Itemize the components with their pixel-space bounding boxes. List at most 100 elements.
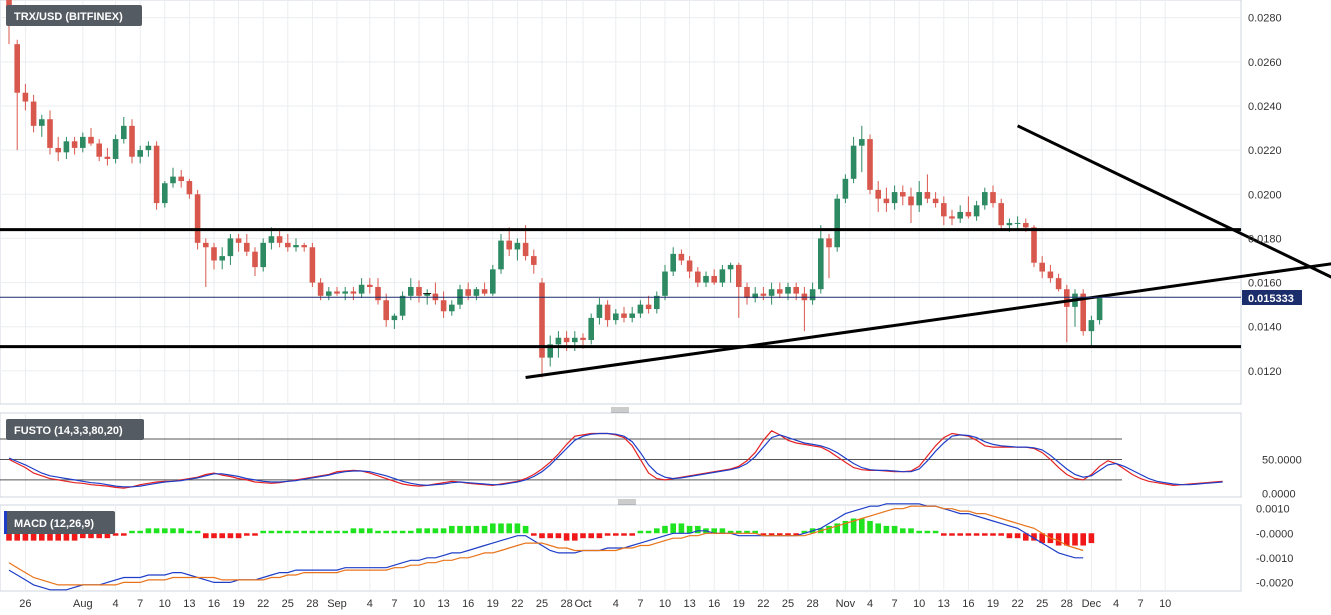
x-tick-label: 7 [391,598,397,610]
candle-body [227,238,234,257]
macd-histogram-bar [891,525,898,534]
candle-body [883,198,890,204]
candle-body [818,238,824,290]
macd-histogram-bar [121,533,127,536]
candle-body [727,264,734,270]
candle-body [949,216,955,219]
candle-body [367,284,373,287]
candle-body [834,198,840,248]
macd-histogram-bar [481,525,488,534]
macd-histogram-bar [629,533,635,536]
macd-histogram-bar [276,530,283,534]
macd-histogram-bar [563,533,570,541]
price-pane-resize-handle[interactable] [611,407,629,413]
candle-body [768,289,775,296]
macd-histogram-bar [621,533,627,536]
macd-histogram-bar [252,533,258,536]
x-tick-label: 10 [1159,598,1171,610]
candle-body [309,247,316,283]
macd-histogram-bar [768,533,775,536]
x-tick-label: 4 [1113,598,1119,610]
x-tick-label: 19 [987,598,999,610]
candle-body [39,119,45,126]
candle-body [1031,227,1037,263]
candle-body [47,119,53,148]
candle-body [711,275,717,283]
macd-histogram-bar [268,530,275,534]
macd-histogram-bar [440,528,447,534]
macd-histogram-bar [342,530,348,534]
candle-body [153,145,160,204]
candle-body [604,304,611,321]
macd-histogram-bar [916,530,922,534]
macd-signal-line [8,505,1084,586]
y-tick-label: 0.0260 [1248,57,1282,69]
macd-histogram-bar [71,533,78,541]
candle-body [268,236,275,243]
candle-body [162,183,168,204]
candle-body [686,260,693,272]
x-tick-label: 28 [806,598,818,610]
candle-body [522,242,529,257]
x-tick-label: 10 [413,598,425,610]
macd-histogram-bar [96,533,102,539]
macd-histogram-bar [6,533,12,541]
macd-histogram-bar [662,525,668,534]
macd-histogram-bar [145,528,152,534]
candle-body [916,192,922,206]
candle-body [252,251,258,268]
macd-macd-line [8,503,1084,591]
macd-histogram-bar [580,533,586,539]
candle-body [973,205,980,217]
macd-histogram-bar [941,533,947,536]
macd-histogram-bar [162,528,168,534]
candle-body [596,304,603,318]
fusto-panel-frame[interactable] [0,412,1242,498]
macd-histogram-bar [39,533,45,541]
candle-body [358,284,365,294]
candle-body [621,313,627,318]
macd-histogram-bar [613,533,619,536]
candle-body [137,150,143,157]
candle-body [908,196,914,206]
candle-body [301,245,307,248]
candle-body [842,178,849,199]
macd-histogram-bar [211,533,217,539]
candle-body [334,291,340,294]
macd-histogram-bar [654,528,660,534]
macd-histogram-bar [1064,533,1070,546]
macd-histogram-bar [30,533,37,541]
candle-body [670,253,676,272]
macd-histogram-bar [875,523,881,534]
candle-body [465,289,471,296]
price-panel-frame[interactable] [0,0,1242,405]
candle-body [30,101,37,126]
macd-histogram-bar [424,528,430,534]
candle-body [63,141,70,153]
macd-histogram-bar [900,528,906,534]
macd-histogram-bar [686,525,693,534]
candle-body [900,192,906,197]
candle-body [1047,271,1054,279]
macd-histogram-bar [695,525,701,534]
current-price-text: 0.015333 [1248,293,1294,305]
macd-histogram-bar [965,533,972,536]
candle-body [555,337,562,345]
candle-body [194,194,201,243]
x-tick-label: Nov [836,598,856,610]
candle-body [498,240,504,270]
macd-histogram-bar [186,530,193,534]
candle-body [416,286,422,296]
candle-body [982,192,988,206]
price-title-text: TRX/USD (BITFINEX) [14,11,123,23]
candle-body [391,315,398,321]
candle-body [80,136,86,148]
candle-body [449,304,455,312]
macd-histogram-bar [408,530,414,534]
candle-body [662,271,668,296]
candle-body [178,176,184,182]
fusto-pane-resize-handle[interactable] [618,499,636,505]
x-tick-label: 13 [183,598,195,610]
macd-histogram-bar [801,530,808,534]
